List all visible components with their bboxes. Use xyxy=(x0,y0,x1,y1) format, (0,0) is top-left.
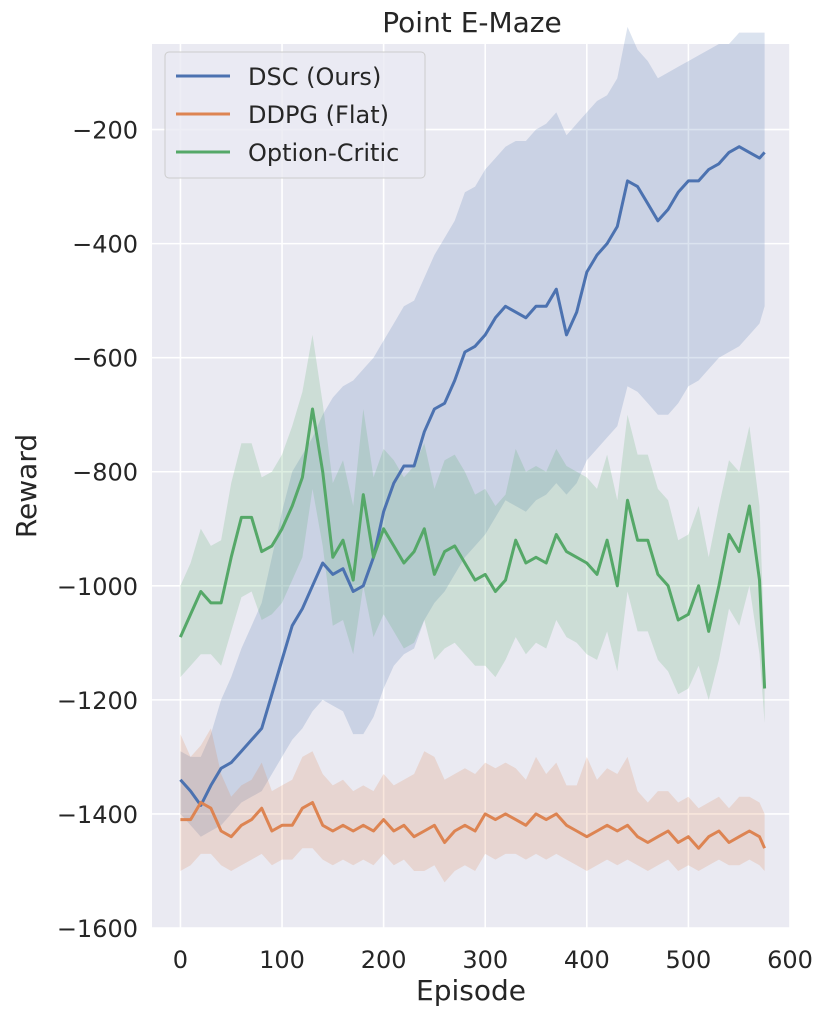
y-tick-label: −400 xyxy=(72,231,138,259)
x-tick-label: 200 xyxy=(361,946,407,974)
series-band-0 xyxy=(180,26,765,837)
legend-frame xyxy=(164,51,426,179)
series-line-0 xyxy=(179,145,766,807)
x-tick-label: 0 xyxy=(173,946,188,974)
x-tick-label: 600 xyxy=(767,946,813,974)
y-axis-label: Reward xyxy=(10,434,43,538)
y-tick-labels: −1600 −1400 −1200 −1000 −800 −600 −400 −200 xyxy=(57,117,138,943)
series-band-1 xyxy=(180,728,765,883)
legend-label-0: DSC (Ours) xyxy=(248,63,381,91)
legend-label-2: Option-Critic xyxy=(248,139,399,167)
series-lines xyxy=(179,145,767,850)
y-tick-label: −800 xyxy=(72,459,138,487)
series-band-2 xyxy=(180,334,765,723)
x-tick-label: 400 xyxy=(564,946,610,974)
x-tick-label: 300 xyxy=(462,946,508,974)
y-tick-label: −1200 xyxy=(57,687,138,715)
x-tick-label: 500 xyxy=(666,946,712,974)
series-line-2 xyxy=(179,407,767,689)
y-tick-label: −600 xyxy=(72,345,138,373)
y-tick-label: −200 xyxy=(72,117,138,145)
legend-label-1: DDPG (Flat) xyxy=(248,101,389,129)
chart-title: Point E-Maze xyxy=(382,6,561,39)
plot-area xyxy=(152,44,790,928)
y-tick-label: −1600 xyxy=(57,915,138,943)
x-tick-label: 100 xyxy=(259,946,305,974)
series-line-1 xyxy=(180,801,766,850)
x-axis-label: Episode xyxy=(416,974,526,1007)
confidence-bands xyxy=(180,26,765,883)
y-tick-label: −1000 xyxy=(57,573,138,601)
y-tick-label: −1400 xyxy=(57,801,138,829)
x-tick-labels: 0 100 200 300 400 500 600 xyxy=(173,946,813,974)
legend: DSC (Ours) DDPG (Flat) Option-Critic xyxy=(164,51,426,179)
